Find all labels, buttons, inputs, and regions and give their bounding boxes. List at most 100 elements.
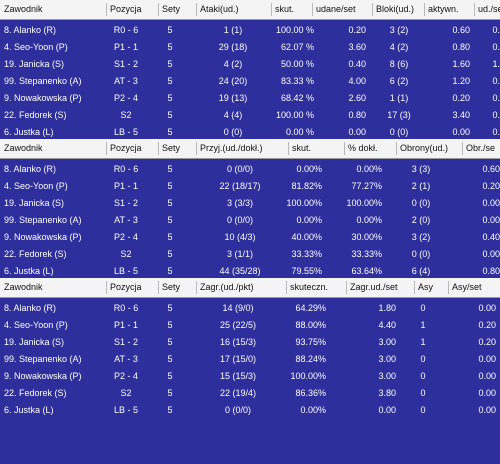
column-header[interactable]: Zawodnik	[4, 4, 43, 14]
column-divider[interactable]	[414, 281, 415, 294]
column-header[interactable]: Sety	[162, 143, 181, 153]
column-header[interactable]: Przyj.(ud./dokł.)	[200, 143, 263, 153]
column-divider[interactable]	[106, 281, 107, 294]
stat-cell: 88.24%	[295, 354, 326, 364]
table-row[interactable]: 19. Janicka (S) S1 - 2 5 3 (3/3) 100.00% 100.…	[0, 195, 500, 211]
table-row[interactable]: 6. Justka (L) LB - 5 5 0 (0) 0.00 % 0.00 0 (0)…	[0, 124, 500, 140]
table-row[interactable]: 4. Seo-Yoon (P) P1 - 1 5 25 (22/5) 88.00% 4.4…	[0, 317, 500, 333]
stat-cell: 22 (19/4)	[219, 388, 257, 398]
table-row[interactable]: 19. Janicka (S) S1 - 2 5 16 (15/3) 93.75% 3.0…	[0, 334, 500, 350]
column-divider[interactable]	[424, 3, 425, 16]
column-divider[interactable]	[346, 281, 347, 294]
stat-cell: 3.00	[378, 354, 396, 364]
stat-cell: 1 (1)	[223, 25, 243, 35]
table-row[interactable]: 99. Stepanenko (A) AT - 3 5 24 (20) 83.33 % 4…	[0, 73, 500, 89]
column-header[interactable]: aktywn.	[428, 4, 459, 14]
column-divider[interactable]	[196, 3, 197, 16]
column-divider[interactable]	[196, 142, 197, 155]
stat-cell: 0	[420, 371, 426, 381]
column-header[interactable]: Zawodnik	[4, 143, 43, 153]
stat-cell: 6 (4)	[411, 266, 431, 276]
stat-cell: 50.00 %	[280, 59, 314, 69]
table-row[interactable]: 22. Fedorek (S) S2 5 3 (1/1) 33.33% 33.33% 0 (…	[0, 246, 500, 262]
column-header[interactable]: Asy	[418, 282, 434, 292]
column-divider[interactable]	[286, 281, 287, 294]
player-name-cell: 8. Alanko (R)	[4, 25, 57, 35]
column-header[interactable]: Zagr.ud./set	[350, 282, 398, 292]
column-divider[interactable]	[106, 3, 107, 16]
column-divider[interactable]	[271, 3, 272, 16]
column-divider[interactable]	[396, 142, 397, 155]
stat-cell: 3 (1/1)	[226, 249, 253, 259]
stat-cell: 0.00	[452, 127, 470, 137]
column-header[interactable]: skut.	[275, 4, 295, 14]
column-divider[interactable]	[372, 3, 373, 16]
table-row[interactable]: 19. Janicka (S) S1 - 2 5 4 (2) 50.00 % 0.40 8 …	[0, 56, 500, 72]
table-row[interactable]: 4. Seo-Yoon (P) P1 - 1 5 22 (18/17) 81.82% 77…	[0, 178, 500, 194]
player-name-cell: 6. Justka (L)	[4, 266, 54, 276]
column-divider[interactable]	[158, 142, 159, 155]
column-header[interactable]: Obr./se	[466, 143, 496, 153]
column-header[interactable]: Ataki(ud.)	[200, 4, 239, 14]
column-divider[interactable]	[288, 142, 289, 155]
table-row[interactable]: 8. Alanko (R) R0 - 6 5 0 (0/0) 0.00% 0.00% 3 (…	[0, 161, 500, 177]
stat-cell: P2 - 4	[113, 232, 138, 242]
table-row[interactable]: 9. Nowakowska (P) P2 - 4 5 15 (15/3) 100.00%…	[0, 368, 500, 384]
column-header[interactable]: Pozycja	[110, 282, 142, 292]
table-row[interactable]: 22. Fedorek (S) S2 5 22 (19/4) 86.36% 3.80 0 0.…	[0, 385, 500, 401]
table-header: Zawodnik Pozycja Sety Zagr.(ud./pkt) skutecz…	[0, 278, 500, 298]
stat-cell: 16 (15/3)	[219, 337, 257, 347]
table-row[interactable]: 8. Alanko (R) R0 - 6 5 1 (1) 100.00 % 0.20 3 (…	[0, 22, 500, 38]
table-row[interactable]: 6. Justka (L) LB - 5 5 0 (0/0) 0.00% 0.00 0 0.0…	[0, 402, 500, 418]
column-header[interactable]: Pozycja	[110, 4, 142, 14]
column-header[interactable]: % dokł.	[348, 143, 378, 153]
table-row[interactable]: 4. Seo-Yoon (P) P1 - 1 5 29 (18) 62.07 % 3.60…	[0, 39, 500, 55]
stat-cell: 81.82%	[291, 181, 322, 191]
column-divider[interactable]	[158, 281, 159, 294]
player-name-cell: 22. Fedorek (S)	[4, 249, 67, 259]
stat-cell: 0.00%	[296, 164, 322, 174]
column-header[interactable]: skuteczn.	[290, 282, 329, 292]
column-header[interactable]: Bloki(ud.)	[376, 4, 415, 14]
column-header[interactable]: ud./se	[478, 4, 500, 14]
table-row[interactable]: 9. Nowakowska (P) P2 - 4 5 10 (4/3) 40.00% 30…	[0, 229, 500, 245]
stat-cell: 5	[167, 320, 173, 330]
column-divider[interactable]	[462, 142, 463, 155]
table-row[interactable]: 99. Stepanenko (A) AT - 3 5 17 (15/0) 88.24%…	[0, 351, 500, 367]
attack-stats-table: Zawodnik Pozycja Sety Ataki(ud.) skut. udane/…	[0, 0, 500, 141]
column-divider[interactable]	[448, 281, 449, 294]
player-name-cell: 99. Stepanenko (A)	[4, 76, 82, 86]
stat-cell: 2 (0)	[411, 215, 431, 225]
stat-cell: 15 (15/3)	[219, 371, 257, 381]
table-row[interactable]: 6. Justka (L) LB - 5 5 44 (35/28) 79.55% 63.6…	[0, 263, 500, 279]
stat-cell: 88.00%	[295, 320, 326, 330]
column-divider[interactable]	[106, 142, 107, 155]
stat-cell: 0.00	[482, 198, 500, 208]
column-header[interactable]: Obrony(ud.)	[400, 143, 449, 153]
column-divider[interactable]	[312, 3, 313, 16]
stat-cell: 0 (0)	[411, 198, 431, 208]
column-header[interactable]: Pozycja	[110, 143, 142, 153]
column-divider[interactable]	[344, 142, 345, 155]
stat-cell: AT - 3	[114, 354, 138, 364]
table-row[interactable]: 99. Stepanenko (A) AT - 3 5 0 (0/0) 0.00% 0.0…	[0, 212, 500, 228]
column-header[interactable]: udane/set	[316, 4, 356, 14]
column-header[interactable]: Sety	[162, 282, 181, 292]
column-divider[interactable]	[474, 3, 475, 16]
table-row[interactable]: 22. Fedorek (S) S2 5 4 (4) 100.00 % 0.80 17 (3…	[0, 107, 500, 123]
column-header[interactable]: Zagr.(ud./pkt)	[200, 282, 254, 292]
stat-cell: 4.00	[348, 76, 366, 86]
table-row[interactable]: 9. Nowakowska (P) P2 - 4 5 19 (13) 68.42 % 2.…	[0, 90, 500, 106]
stat-cell: 3.00	[378, 371, 396, 381]
column-header[interactable]: skut.	[292, 143, 312, 153]
table-row[interactable]: 8. Alanko (R) R0 - 6 5 14 (9/0) 64.29% 1.80 0 0…	[0, 300, 500, 316]
stat-cell: 0.00%	[300, 405, 326, 415]
column-header[interactable]: Zawodnik	[4, 282, 43, 292]
stat-cell: 0.00	[348, 127, 366, 137]
column-divider[interactable]	[196, 281, 197, 294]
column-header[interactable]: Asy/set	[452, 282, 482, 292]
column-header[interactable]: Sety	[162, 4, 181, 14]
column-divider[interactable]	[158, 3, 159, 16]
stat-cell: 8 (6)	[389, 59, 409, 69]
stat-cell: 5	[167, 405, 173, 415]
